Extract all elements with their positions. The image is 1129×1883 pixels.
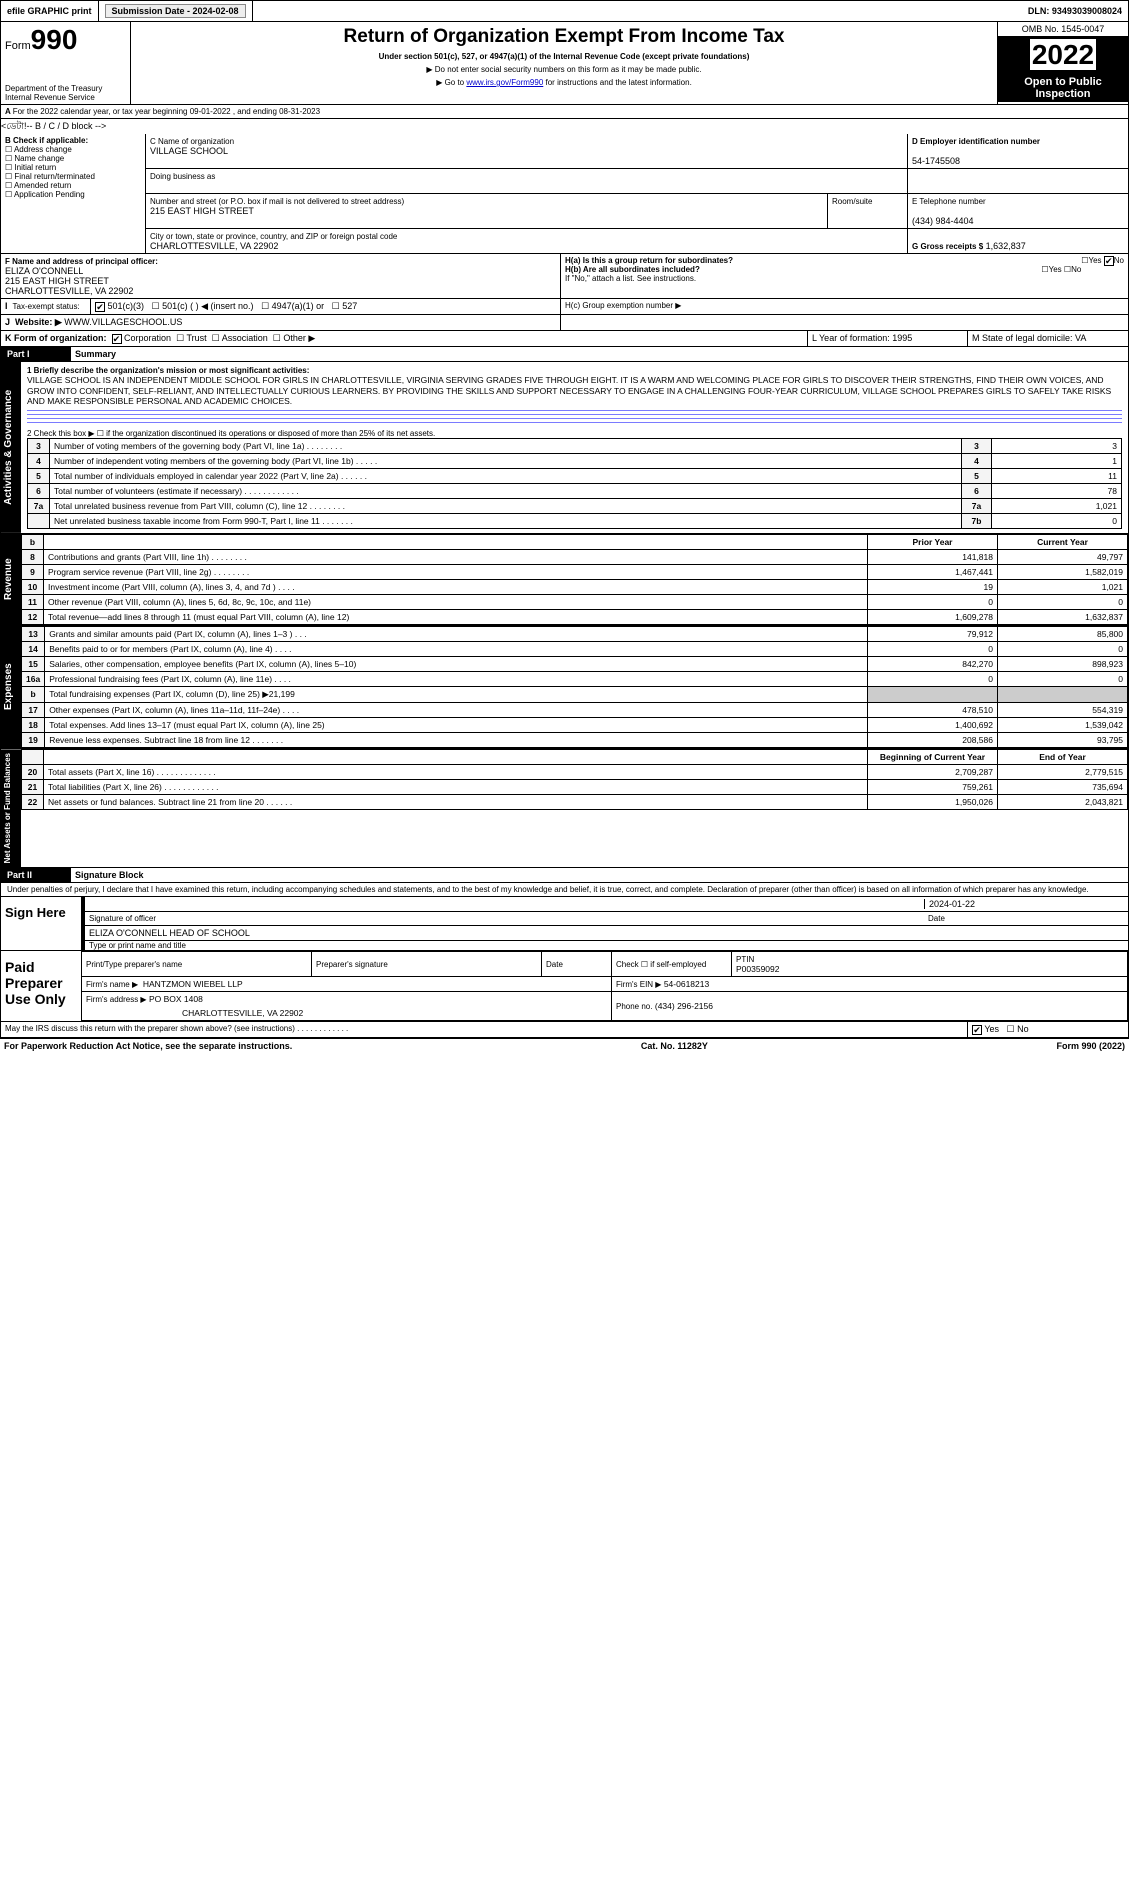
sign-date: 2024-01-22 <box>924 899 1124 909</box>
subtitle-1: Under section 501(c), 527, or 4947(a)(1)… <box>135 52 993 61</box>
dba-cell: Doing business as <box>146 169 908 193</box>
sig-date-label: Date <box>924 914 1124 923</box>
subtitle-2: ▶ Do not enter social security numbers o… <box>135 65 993 74</box>
revenue-table: b Prior Year Current Year 8Contributions… <box>21 534 1128 625</box>
discuss-label: May the IRS discuss this return with the… <box>1 1022 968 1037</box>
dept-label: Department of the Treasury <box>5 84 126 93</box>
paid-preparer-label: Paid Preparer Use Only <box>1 951 81 1021</box>
org-name-cell: C Name of organization VILLAGE SCHOOL <box>146 134 908 168</box>
officer-cell: F Name and address of principal officer:… <box>1 254 561 298</box>
firm-addr2: CHARLOTTESVILLE, VA 22902 <box>82 1006 612 1021</box>
part2-hdr: Part II <box>1 868 71 882</box>
firm-ein: 54-0618213 <box>664 979 709 989</box>
subtitle-3: ▶ Go to www.irs.gov/Form990 for instruct… <box>135 78 993 87</box>
tab-net-assets: Net Assets or Fund Balances <box>1 749 21 867</box>
firm-phone: (434) 296-2156 <box>655 1001 713 1011</box>
form-header: Form990 Department of the Treasury Inter… <box>1 22 1128 105</box>
line-k: K Form of organization: Corporation ☐ Tr… <box>1 331 808 346</box>
form-title: Return of Organization Exempt From Incom… <box>135 26 993 48</box>
line-hc: H(c) Group exemption number ▶ <box>561 299 1128 314</box>
website-cell: J Website: ▶ WWW.VILLAGESCHOOL.US <box>1 315 561 330</box>
firm-name: HANTZMON WIEBEL LLP <box>143 979 243 989</box>
tab-expenses: Expenses <box>1 626 21 748</box>
mission-text: VILLAGE SCHOOL IS AN INDEPENDENT MIDDLE … <box>27 375 1122 407</box>
governance-table: 3Number of voting members of the governi… <box>27 438 1122 529</box>
footer: For Paperwork Reduction Act Notice, see … <box>0 1039 1129 1053</box>
section-h: H(a) Is this a group return for subordin… <box>561 254 1128 298</box>
line-i-opts: 501(c)(3) ☐ 501(c) ( ) ◀ (insert no.) ☐ … <box>91 299 561 314</box>
line-m: M State of legal domicile: VA <box>968 331 1128 346</box>
officer-name: ELIZA O'CONNELL HEAD OF SCHOOL <box>89 928 1124 938</box>
submission-date: Submission Date - 2024-02-08 <box>99 1 253 21</box>
tax-year: 2022 <box>998 37 1128 74</box>
sign-here-label: Sign Here <box>1 897 81 950</box>
firm-addr1: PO BOX 1408 <box>149 994 203 1004</box>
dln: DLN: 93493039008024 <box>1022 1 1128 21</box>
line-2: 2 Check this box ▶ ☐ if the organization… <box>27 429 1122 438</box>
perjury-text: Under penalties of perjury, I declare th… <box>1 883 1128 897</box>
gross-receipts: G Gross receipts $ 1,632,837 <box>908 229 1128 253</box>
room-cell: Room/suite <box>828 194 908 228</box>
line-i-label: I Tax-exempt status: <box>1 299 91 314</box>
irs-link[interactable]: www.irs.gov/Form990 <box>466 78 543 87</box>
topbar: efile GRAPHIC print Submission Date - 20… <box>0 0 1129 22</box>
net-assets-table: Beginning of Current Year End of Year 20… <box>21 749 1128 810</box>
mission-label: 1 Briefly describe the organization's mi… <box>27 366 1122 375</box>
open-inspection: Open to Public Inspection <box>998 74 1128 102</box>
name-label: Type or print name and title <box>85 941 1128 950</box>
part1-hdr: Part I <box>1 347 71 361</box>
city-cell: City or town, state or province, country… <box>146 229 908 253</box>
discuss-answer: Yes ☐ No <box>968 1022 1128 1037</box>
section-b: B Check if applicable: ☐ Address change … <box>1 134 146 253</box>
part2-title: Signature Block <box>75 870 144 880</box>
expenses-table: 13Grants and similar amounts paid (Part … <box>21 626 1128 748</box>
sig-officer-label: Signature of officer <box>89 914 924 923</box>
irs-label: Internal Revenue Service <box>5 93 126 102</box>
preparer-table: Print/Type preparer's name Preparer's si… <box>81 951 1128 1021</box>
tab-revenue: Revenue <box>1 534 21 625</box>
phone-cell: E Telephone number (434) 984-4404 <box>908 194 1128 228</box>
ein-cell: D Employer identification number 54-1745… <box>908 134 1128 168</box>
street-cell: Number and street (or P.O. box if mail i… <box>146 194 828 228</box>
line-a: A For the 2022 calendar year, or tax yea… <box>1 105 1128 119</box>
omb-no: OMB No. 1545-0047 <box>998 22 1128 37</box>
line-l: L Year of formation: 1995 <box>808 331 968 346</box>
part1-title: Summary <box>75 349 116 359</box>
efile-label: efile GRAPHIC print <box>1 1 99 21</box>
tab-governance: Activities & Governance <box>1 362 21 533</box>
form-number: Form990 <box>5 24 126 56</box>
